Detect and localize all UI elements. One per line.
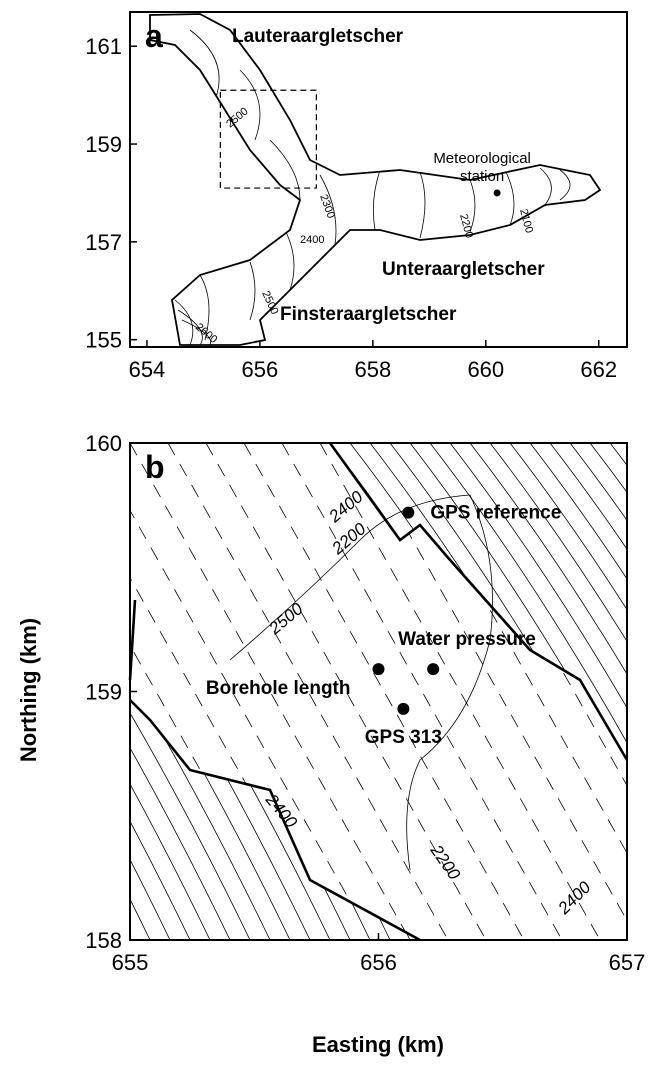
solid-contour xyxy=(549,443,627,940)
x-axis-label: Easting (km) xyxy=(312,1032,444,1057)
site-label: Borehole length xyxy=(206,678,351,699)
frame xyxy=(129,11,628,348)
station-point xyxy=(493,189,501,197)
site-point xyxy=(427,663,440,676)
glacier-name: Finsteraargletscher xyxy=(280,304,457,325)
contour-label: 2200 xyxy=(328,519,370,559)
contour-label: 2400 xyxy=(300,234,324,246)
contour-label: 2500 xyxy=(259,289,280,316)
solid-contour xyxy=(630,443,652,940)
solid-contour xyxy=(130,443,211,940)
x-tick-label: 655 xyxy=(112,950,149,975)
solid-contour xyxy=(509,443,627,940)
x-tick-label: 662 xyxy=(580,357,617,382)
solid-contour xyxy=(609,443,627,940)
station-label: station xyxy=(460,168,504,185)
contour-label: 2300 xyxy=(317,193,337,220)
solid-contour xyxy=(569,443,627,940)
y-tick-label: 159 xyxy=(85,680,122,705)
x-tick-label: 656 xyxy=(360,950,397,975)
site-point xyxy=(402,506,415,519)
solid-contour xyxy=(489,443,627,940)
panel-label: b xyxy=(145,449,165,485)
site-point xyxy=(372,663,385,676)
y-tick-label: 157 xyxy=(85,230,122,255)
contour-label: 2600 xyxy=(193,321,219,346)
solid-contour xyxy=(0,443,90,940)
glacier-name: Unteraargletscher xyxy=(382,259,545,280)
solid-contour xyxy=(130,443,271,940)
site-label: GPS 313 xyxy=(365,727,442,748)
y-tick-label: 159 xyxy=(85,132,122,157)
solid-contour xyxy=(589,443,627,940)
contour-label: 2400 xyxy=(554,877,595,918)
solid-contour xyxy=(529,443,627,940)
contour-label: 2500 xyxy=(265,599,307,639)
y-tick-label: 160 xyxy=(85,431,122,456)
dashed-contour xyxy=(547,443,627,940)
x-tick-label: 658 xyxy=(354,357,391,382)
station-label: Meteorological xyxy=(433,150,531,167)
glacier-outline xyxy=(149,13,602,346)
x-tick-label: 660 xyxy=(467,357,504,382)
solid-contour xyxy=(130,443,191,940)
y-tick-label: 155 xyxy=(85,328,122,353)
contour-label: 2400 xyxy=(261,790,301,832)
x-tick-label: 654 xyxy=(129,357,166,382)
contour-label: 2500 xyxy=(224,105,250,130)
x-tick-label: 656 xyxy=(242,357,279,382)
inset-box xyxy=(219,89,317,189)
contour-label: 2200 xyxy=(426,841,464,884)
solid-contour xyxy=(469,443,627,940)
solid-contour xyxy=(449,443,627,940)
y-tick-label: 158 xyxy=(85,928,122,953)
dashed-contour xyxy=(623,443,627,940)
x-tick-label: 657 xyxy=(609,950,646,975)
contour-label: 2400 xyxy=(325,487,367,527)
y-tick-label: 161 xyxy=(85,34,122,59)
contour-2500 xyxy=(229,494,493,871)
solid-contour xyxy=(130,443,251,940)
site-label: GPS reference xyxy=(430,503,561,524)
y-axis-label: Northing (km) xyxy=(16,618,41,762)
solid-contour xyxy=(130,443,231,940)
site-label: Water pressure xyxy=(398,629,536,650)
panel-label: a xyxy=(145,18,163,54)
site-point xyxy=(397,702,410,715)
panel-a-map xyxy=(149,13,602,346)
glacier-name: Lauteraargletscher xyxy=(232,26,404,47)
solid-contour xyxy=(429,443,627,940)
contours-a xyxy=(174,29,571,345)
